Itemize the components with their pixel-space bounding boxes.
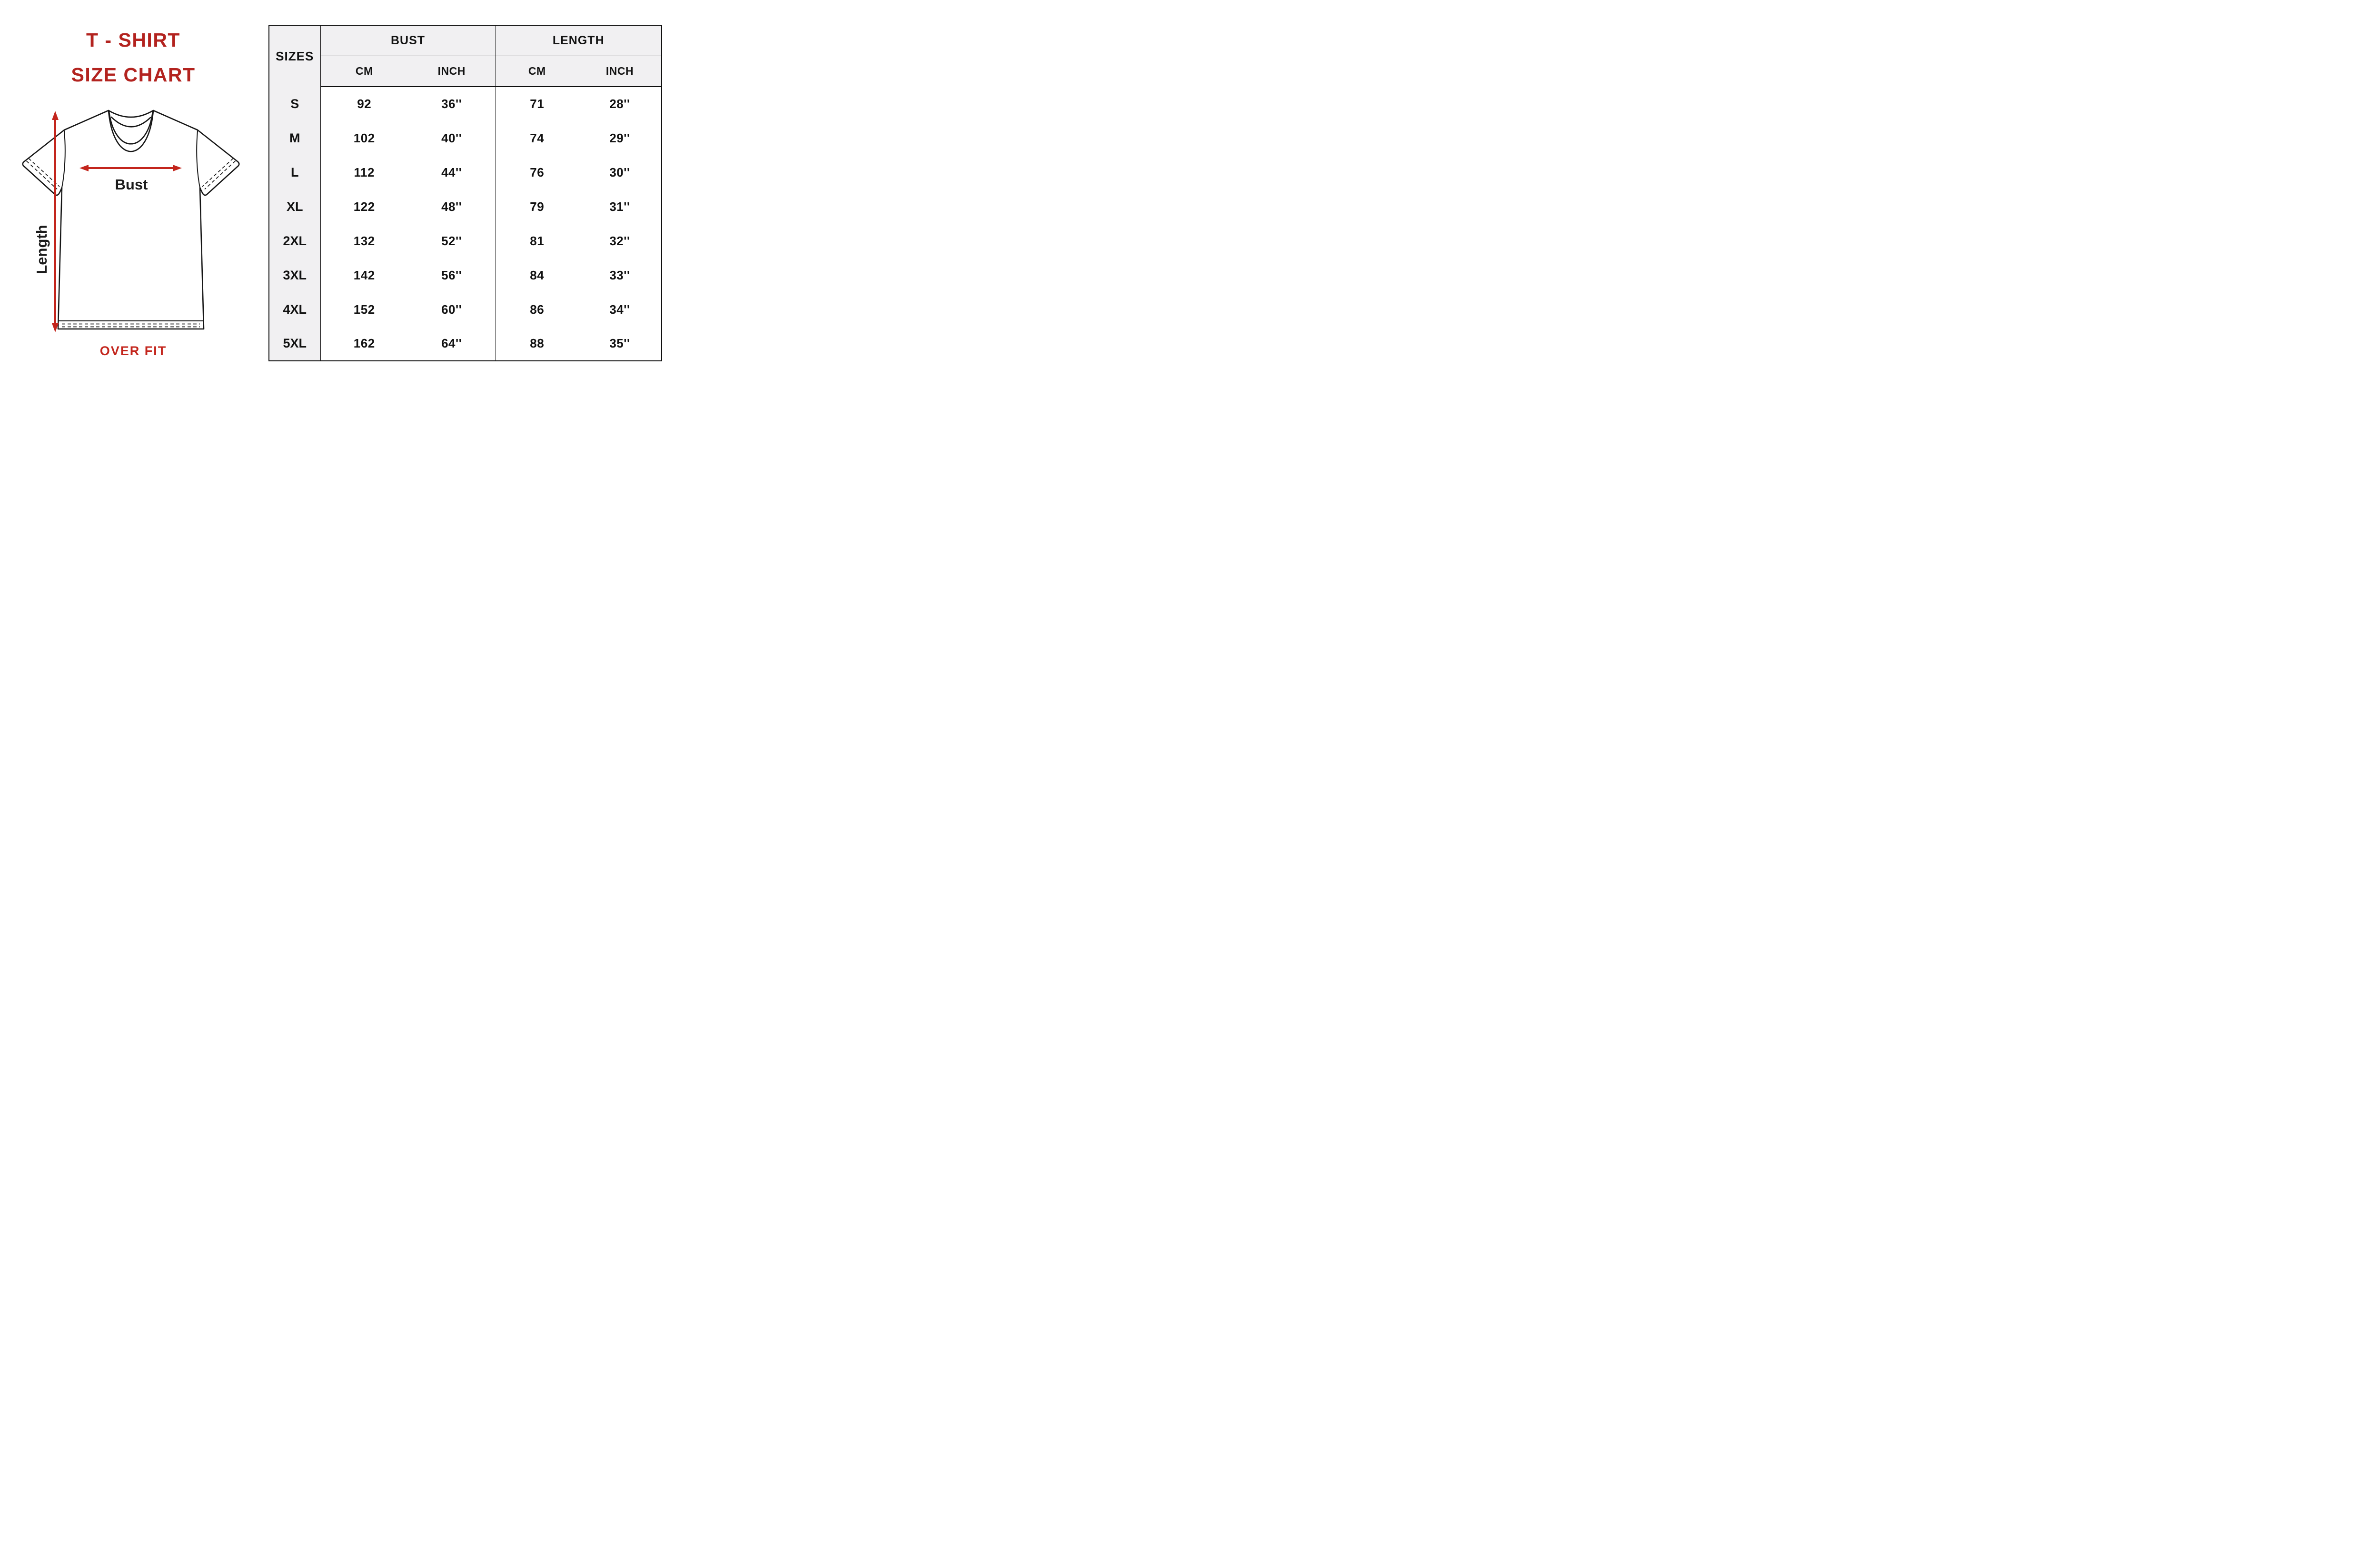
collar-outer-line bbox=[108, 109, 154, 152]
bust-inch-cell: 52'' bbox=[408, 224, 496, 258]
page-title: T - SHIRT SIZE CHART bbox=[0, 23, 267, 92]
size-chart-infographic: T - SHIRT SIZE CHART bbox=[0, 0, 685, 386]
size-cell: 2XL bbox=[269, 224, 321, 258]
size-table: SIZES BUST LENGTH CM INCH CM INCH S 92 3… bbox=[268, 25, 662, 361]
bust-cm-cell: 112 bbox=[320, 155, 408, 189]
length-inch-cell: 35'' bbox=[578, 327, 662, 361]
bust-group-header: BUST bbox=[320, 25, 496, 56]
diagram-panel: T - SHIRT SIZE CHART bbox=[0, 0, 267, 386]
table-row: 2XL 132 52'' 81 32'' bbox=[269, 224, 662, 258]
table-row: M 102 40'' 74 29'' bbox=[269, 121, 662, 155]
bust-inch-header: INCH bbox=[408, 56, 496, 87]
size-table-body: S 92 36'' 71 28'' M 102 40'' 74 29'' L 1… bbox=[269, 87, 662, 361]
bust-inch-cell: 48'' bbox=[408, 189, 496, 224]
length-arrow bbox=[52, 111, 59, 332]
length-cm-cell: 88 bbox=[495, 327, 578, 361]
bust-inch-cell: 36'' bbox=[408, 87, 496, 121]
tshirt-diagram: Bust Length bbox=[22, 109, 240, 332]
size-cell: L bbox=[269, 155, 321, 189]
length-inch-cell: 30'' bbox=[578, 155, 662, 189]
bust-inch-cell: 40'' bbox=[408, 121, 496, 155]
size-cell: M bbox=[269, 121, 321, 155]
length-cm-cell: 71 bbox=[495, 87, 578, 121]
table-row: L 112 44'' 76 30'' bbox=[269, 155, 662, 189]
length-inch-cell: 28'' bbox=[578, 87, 662, 121]
size-cell: S bbox=[269, 87, 321, 121]
length-inch-cell: 34'' bbox=[578, 292, 662, 327]
size-cell: 4XL bbox=[269, 292, 321, 327]
length-inch-cell: 31'' bbox=[578, 189, 662, 224]
title-line-1: T - SHIRT bbox=[86, 29, 180, 51]
bust-cm-cell: 122 bbox=[320, 189, 408, 224]
length-group-header: LENGTH bbox=[495, 25, 662, 56]
bust-cm-cell: 152 bbox=[320, 292, 408, 327]
bust-cm-cell: 142 bbox=[320, 258, 408, 292]
fit-type-label: OVER FIT bbox=[99, 344, 167, 358]
length-cm-cell: 74 bbox=[495, 121, 578, 155]
bust-cm-cell: 102 bbox=[320, 121, 408, 155]
length-cm-cell: 81 bbox=[495, 224, 578, 258]
table-row: S 92 36'' 71 28'' bbox=[269, 87, 662, 121]
sleeve-seam-right bbox=[196, 130, 200, 188]
bust-cm-cell: 92 bbox=[320, 87, 408, 121]
size-cell: 5XL bbox=[269, 327, 321, 361]
sizes-header: SIZES bbox=[269, 25, 321, 87]
length-inch-header: INCH bbox=[578, 56, 662, 87]
bust-cm-header: CM bbox=[320, 56, 408, 87]
collar-back-line bbox=[110, 116, 151, 128]
table-row: 4XL 152 60'' 86 34'' bbox=[269, 292, 662, 327]
length-inch-cell: 32'' bbox=[578, 224, 662, 258]
size-cell: 3XL bbox=[269, 258, 321, 292]
collar-inner-line bbox=[108, 110, 154, 145]
bust-inch-cell: 44'' bbox=[408, 155, 496, 189]
bust-inch-cell: 56'' bbox=[408, 258, 496, 292]
title-line-2: SIZE CHART bbox=[71, 64, 196, 86]
hem-stitch bbox=[62, 323, 200, 328]
table-row: 3XL 142 56'' 84 33'' bbox=[269, 258, 662, 292]
length-cm-header: CM bbox=[495, 56, 578, 87]
bust-inch-cell: 60'' bbox=[408, 292, 496, 327]
length-label: Length bbox=[33, 225, 50, 274]
length-inch-cell: 33'' bbox=[578, 258, 662, 292]
bust-arrow bbox=[79, 165, 182, 171]
table-row: 5XL 162 64'' 88 35'' bbox=[269, 327, 662, 361]
bust-cm-cell: 132 bbox=[320, 224, 408, 258]
cuff-stitch-right bbox=[202, 158, 236, 190]
sleeve-seam-left bbox=[61, 130, 66, 188]
bust-inch-cell: 64'' bbox=[408, 327, 496, 361]
bust-label: Bust bbox=[115, 176, 148, 193]
length-cm-cell: 84 bbox=[495, 258, 578, 292]
bust-cm-cell: 162 bbox=[320, 327, 408, 361]
length-cm-cell: 76 bbox=[495, 155, 578, 189]
length-cm-cell: 79 bbox=[495, 189, 578, 224]
length-inch-cell: 29'' bbox=[578, 121, 662, 155]
table-row: XL 122 48'' 79 31'' bbox=[269, 189, 662, 224]
length-cm-cell: 86 bbox=[495, 292, 578, 327]
size-cell: XL bbox=[269, 189, 321, 224]
